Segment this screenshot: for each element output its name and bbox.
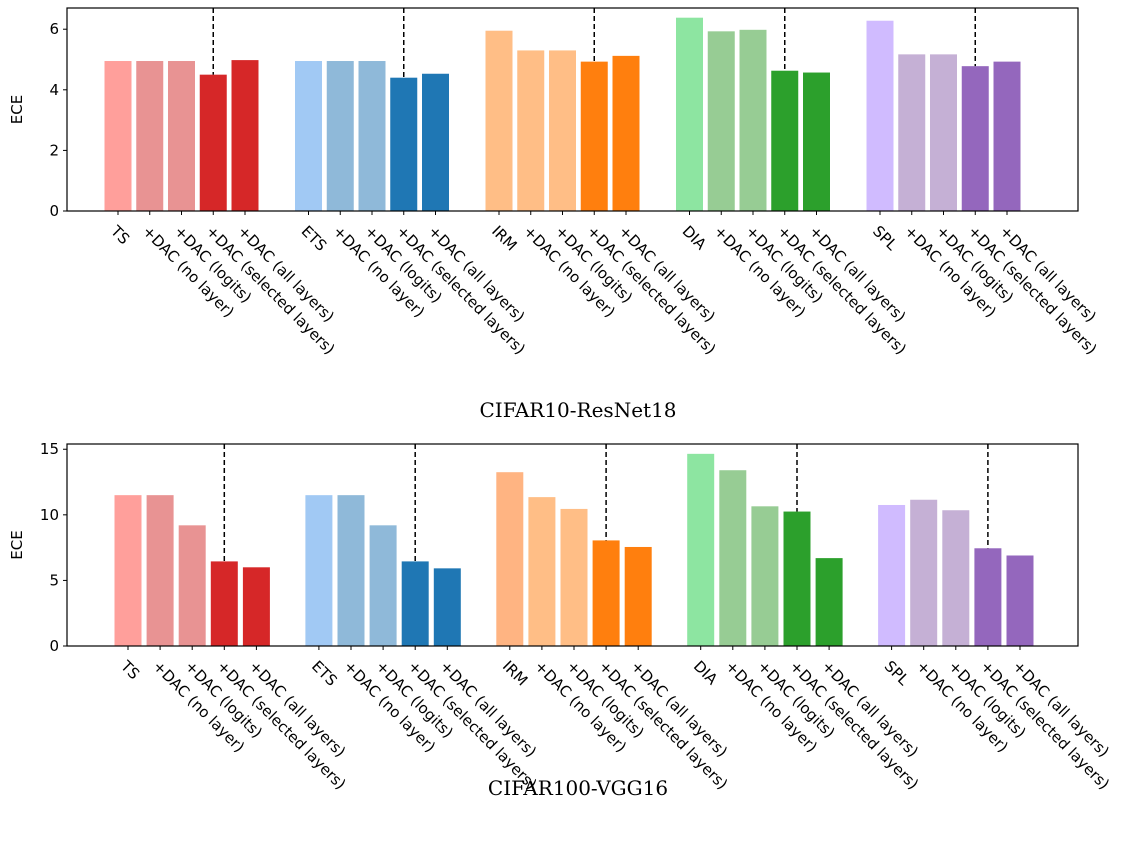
bar-ts-3 (210, 561, 238, 646)
bar-ts-1 (146, 495, 174, 646)
bar-ts-3 (199, 74, 227, 211)
bar-ts-4 (231, 60, 259, 211)
bar-ts-2 (168, 61, 195, 211)
chart-caption: CIFAR100-VGG16 (488, 776, 668, 800)
bar-ets-4 (433, 568, 461, 646)
x-tick-label: SPL (869, 222, 901, 254)
x-tick-label: +DAC (selected layers) (964, 222, 1100, 358)
bar-dia-3 (783, 511, 811, 646)
bar-dia-3 (771, 70, 799, 211)
x-tick-label: DIA (690, 657, 722, 689)
bar-irm-3 (580, 61, 608, 211)
bar-ets-0 (295, 61, 322, 211)
bar-spl-4 (1006, 555, 1034, 646)
bar-ts-0 (104, 61, 132, 211)
bar-irm-4 (624, 546, 652, 646)
x-tick-label: DIA (679, 222, 711, 254)
y-tick-label: 2 (49, 141, 59, 159)
bar-dia-0 (687, 453, 715, 646)
bar-irm-1 (528, 497, 556, 646)
bar-ts-2 (178, 525, 206, 646)
bar-spl-3 (961, 66, 989, 211)
bar-ts-1 (136, 61, 164, 211)
bar-ts-0 (114, 495, 142, 646)
x-tick-label: SPL (881, 657, 913, 689)
bar-dia-4 (803, 72, 830, 211)
y-tick-label: 0 (49, 202, 59, 220)
y-tick-label: 10 (40, 506, 59, 524)
bar-spl-3 (974, 548, 1002, 646)
bar-spl-4 (993, 61, 1021, 211)
bar-ets-4 (422, 73, 449, 211)
bar-irm-1 (517, 50, 545, 211)
bar-ets-3 (390, 77, 418, 211)
bar-dia-2 (739, 29, 767, 212)
x-tick-label: TS (106, 221, 133, 248)
bar-ets-0 (305, 495, 333, 646)
bar-irm-3 (592, 540, 620, 646)
bar-dia-0 (676, 17, 703, 212)
chart-cifar100-vgg16: TS +DAC (no layer)+DAC (logits)+DAC (sele… (8, 440, 1113, 800)
bar-ets-2 (369, 525, 397, 646)
bar-ets-1 (337, 495, 365, 646)
bar-ets-2 (358, 61, 386, 211)
bar-irm-2 (560, 508, 588, 646)
y-axis-label: ECE (8, 95, 26, 124)
bar-irm-2 (549, 50, 576, 211)
x-tick-label: +DAC (selected layers) (977, 657, 1113, 793)
bar-ts-4 (242, 567, 270, 646)
y-axis-label: ECE (8, 530, 26, 559)
y-tick-label: 6 (49, 20, 59, 38)
chart-caption: CIFAR10-ResNet18 (479, 398, 676, 422)
x-tick-label: IRM (488, 222, 520, 254)
y-tick-label: 4 (49, 81, 59, 99)
bar-irm-0 (485, 30, 513, 211)
bar-irm-0 (496, 472, 524, 646)
axes-frame (66, 443, 1079, 647)
bar-spl-2 (930, 54, 957, 211)
x-tick-label: ETS (308, 657, 341, 690)
axes-frame (66, 7, 1079, 212)
y-tick-label: 15 (40, 440, 59, 458)
y-tick-label: 5 (49, 571, 59, 589)
bar-spl-1 (910, 499, 938, 646)
bar-spl-1 (898, 54, 926, 211)
x-tick-label: IRM (499, 657, 531, 689)
bar-spl-0 (878, 504, 906, 646)
chart-cifar10-resnet18: TS +DAC (no layer)+DAC (logits)+DAC (sele… (8, 7, 1100, 422)
bar-dia-4 (815, 558, 843, 646)
bar-dia-2 (751, 506, 779, 646)
bar-dia-1 (707, 31, 735, 211)
bar-ets-3 (401, 561, 429, 646)
bar-spl-2 (942, 510, 970, 646)
x-tick-label: ETS (298, 222, 331, 255)
bar-irm-4 (612, 55, 640, 212)
bar-spl-0 (866, 20, 894, 212)
bar-dia-1 (719, 470, 747, 646)
bar-ets-1 (326, 61, 354, 211)
x-tick-label: TS (116, 656, 143, 683)
y-tick-label: 0 (49, 637, 59, 655)
